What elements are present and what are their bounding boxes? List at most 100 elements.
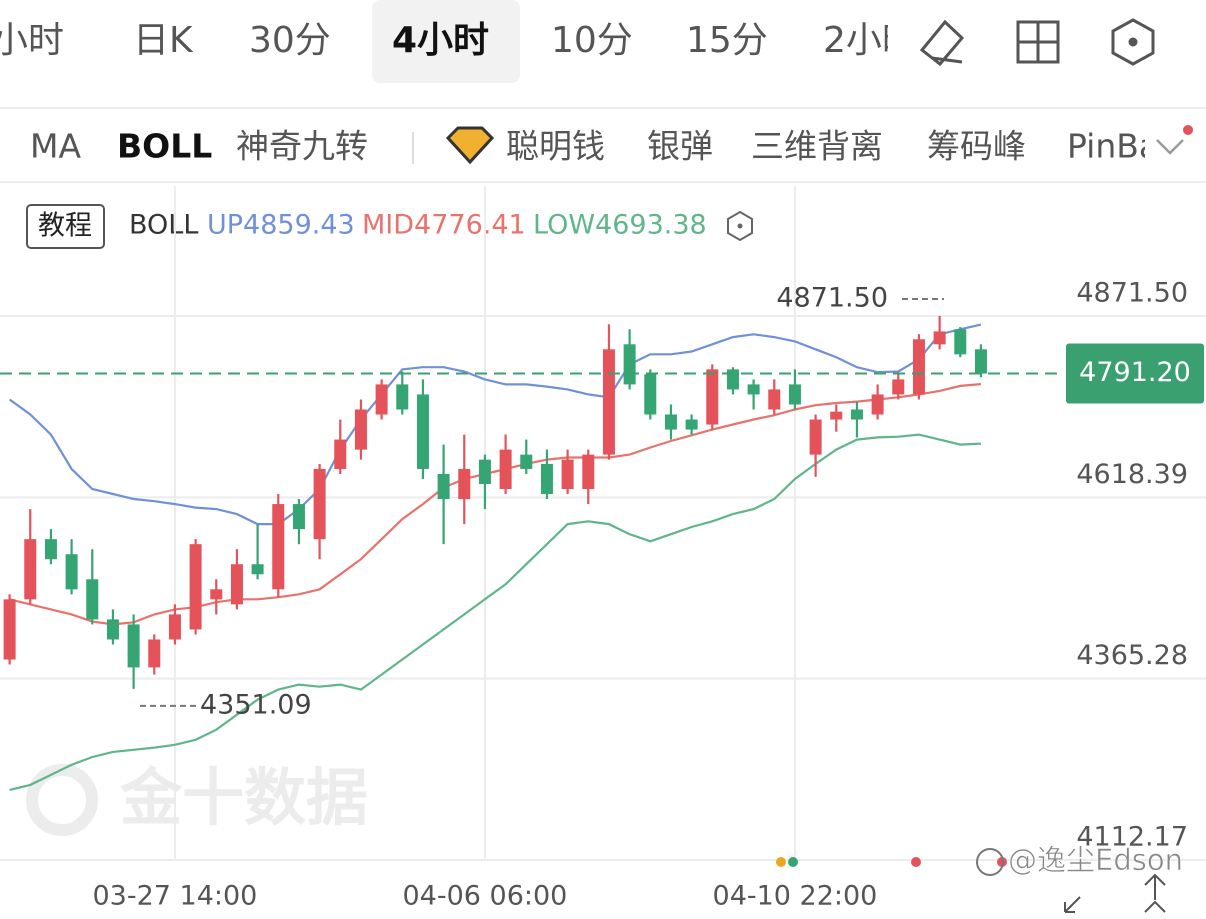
last-price-badge [1066,343,1204,404]
candle-body [685,419,698,430]
boll-line [9,433,981,791]
tab[interactable]: 15分 [686,20,768,61]
candle-body [230,564,243,605]
author-watermark: @逸尘Edson [1008,843,1183,877]
candle-body [127,624,140,668]
legend-up: UP4859.43 [207,210,355,241]
candle-body [210,589,223,600]
candle-body [292,504,305,530]
event-marker [788,857,798,867]
candle-body [354,409,367,450]
tab[interactable]: 小时 [0,20,64,61]
event-marker [911,857,921,867]
candle-body [664,414,677,430]
author-icon [976,848,1004,876]
tab-selected-bg [372,0,520,83]
candle-body [602,349,615,455]
candle-body [830,411,843,420]
tutorial-label[interactable]: 教程 [38,211,92,242]
indicator[interactable]: 神奇九转 [236,127,368,166]
x-tick-label: 04-06 06:00 [403,881,568,912]
boll-line [8,323,982,526]
tab-active[interactable]: 4小时 [392,20,489,61]
candle-body [954,329,967,355]
badge-dot [1183,125,1193,135]
candle-body [189,544,202,630]
candle-body [747,384,760,395]
tab[interactable]: 2小时 [823,20,918,61]
candle-body [726,369,739,390]
candle-body [644,374,657,415]
expand-icon[interactable] [1156,139,1184,155]
candle-body [809,419,822,455]
tutorial-button[interactable] [26,204,105,249]
candle-body [106,619,119,640]
indicator[interactable]: 银弹 [647,127,713,166]
plot: 4112.17 4365.28 4618.39 4871.50 03-27 14:00 0… [0,186,1206,912]
candle-body [623,344,636,385]
candle-body [375,384,388,415]
indicator[interactable]: 聪明钱 [506,127,605,166]
candle-body [582,454,595,490]
candle-body [478,459,491,485]
indicator[interactable]: PinBar [1067,127,1173,166]
min-label: 4351.09 [200,689,312,720]
candle-body [3,599,16,660]
settings-icon-dot [737,223,743,229]
candle-body [65,554,78,590]
nav-icons[interactable] [1064,873,1166,913]
candle-body [850,409,863,420]
indicator[interactable]: MA [30,127,81,166]
y-tick-label: 4618.39 [1076,459,1188,490]
toolbar-icons[interactable] [919,18,1155,67]
last-price-label: 4791.20 [1079,357,1191,388]
indicator-active[interactable]: BOLL [117,127,212,166]
candle-body [24,539,37,600]
candle-body [437,473,450,500]
candle-body [706,369,719,425]
legend-mid: MID4776.41 [362,210,526,241]
candle-body [499,449,512,490]
tab[interactable]: 日K [133,20,194,61]
candle-body [148,639,161,668]
candle-body [272,504,285,590]
candle-body [520,454,533,469]
event-marker [776,857,786,867]
max-label: 4871.50 [776,283,888,314]
boll-line [9,383,981,626]
candle-body [974,349,987,374]
watermark: 金十数据 [26,761,368,836]
gem-icon [445,126,495,165]
candle-body [416,394,429,469]
x-tick-label: 04-10 22:00 [713,881,878,912]
y-tick-label: 4871.50 [1076,278,1188,309]
settings-icon[interactable] [727,210,753,242]
watermark-brand: 金十数据 [119,761,368,834]
legend-low: LOW4693.38 [533,210,707,241]
y-tick-label: 4365.28 [1076,640,1188,671]
candle-body [933,331,946,345]
candle-body [313,468,326,540]
candle-body [86,579,99,620]
candle-body [251,564,264,575]
indicator[interactable]: 三维背离 [751,127,883,166]
candle-body [892,379,905,395]
candle-body [768,389,781,410]
candle-body [540,463,553,495]
candle-body [912,339,925,395]
candle-body [458,468,471,500]
indicator[interactable]: 筹码峰 [927,127,1026,166]
y-tick-label: 4112.17 [1076,822,1188,853]
candle-body [788,384,801,405]
candle-body [334,439,347,469]
candle-body [168,614,181,640]
candle-body [396,384,409,410]
tab[interactable]: 30分 [249,20,331,61]
candle-body [44,539,57,560]
tab[interactable]: 10分 [551,20,633,61]
legend-name: BOLL [129,210,198,241]
x-tick-label: 03-27 14:00 [93,881,258,912]
candle-body [871,394,884,415]
candle-body [561,459,574,490]
